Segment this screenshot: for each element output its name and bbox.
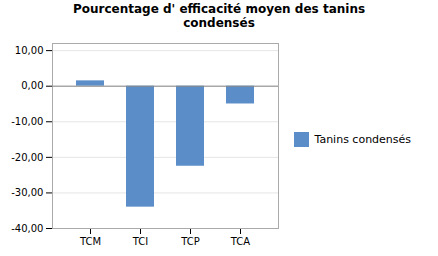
svg-text:TCI: TCI [132,235,148,246]
svg-text:-30,00: -30,00 [11,187,43,198]
svg-text:TCP: TCP [180,235,200,246]
svg-text:0,00: 0,00 [21,80,43,91]
html-text:Pourcentage d' efficacité moye: Pourcentage d' efficacité moyen des tani… [72,2,366,31]
svg-text:10,00: 10,00 [15,45,44,56]
svg-text:-10,00: -10,00 [11,116,43,127]
svg-text:TCA: TCA [230,235,251,246]
html-text:Tanins condensés: Tanins condensés [314,133,412,146]
svg-text:-20,00: -20,00 [11,151,43,162]
svg-text:TCM: TCM [79,235,101,246]
svg-text:-40,00: -40,00 [11,222,43,233]
